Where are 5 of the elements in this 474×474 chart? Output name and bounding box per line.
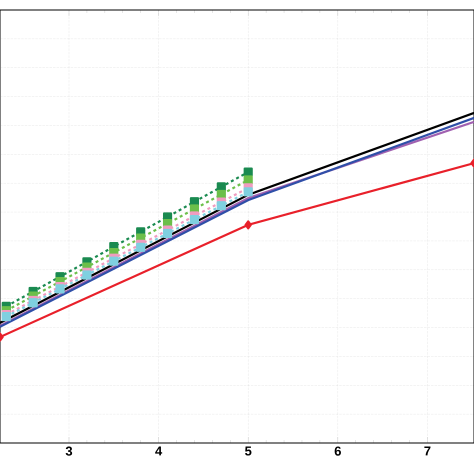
x-tick-label: 5 — [245, 446, 252, 456]
x-tick-label: 7 — [424, 446, 430, 456]
x-tick-label: 3 — [66, 446, 72, 456]
x-tick-label: 4 — [155, 446, 162, 456]
x-tick-label: 6 — [334, 446, 341, 456]
